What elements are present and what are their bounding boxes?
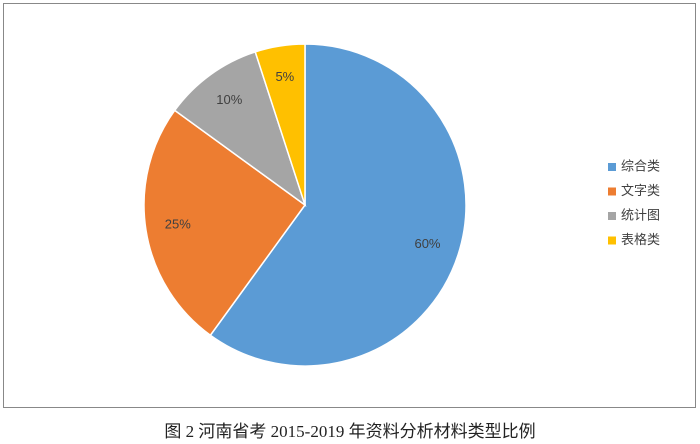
- pie-slice: [173, 50, 307, 207]
- legend-label: 表格类: [621, 232, 660, 247]
- data-label: 10%: [216, 92, 242, 107]
- chart-title: 图 2 河南省考 2015-2019 年资料分析材料类型比例: [164, 422, 535, 441]
- legend-label: 综合类: [621, 158, 660, 173]
- data-label: 60%: [414, 236, 440, 251]
- pie-slice: [254, 43, 306, 206]
- legend-swatch: [608, 163, 616, 171]
- legend-swatch: [608, 236, 616, 245]
- data-label: 5%: [275, 69, 294, 84]
- legend-label: 统计图: [621, 207, 660, 222]
- legend-label: 文字类: [621, 183, 660, 198]
- legend-swatch: [608, 212, 616, 220]
- legend-swatch: [608, 187, 616, 196]
- pie-slice: [209, 43, 467, 367]
- pie-slice: [143, 109, 307, 337]
- data-label: 25%: [165, 217, 191, 232]
